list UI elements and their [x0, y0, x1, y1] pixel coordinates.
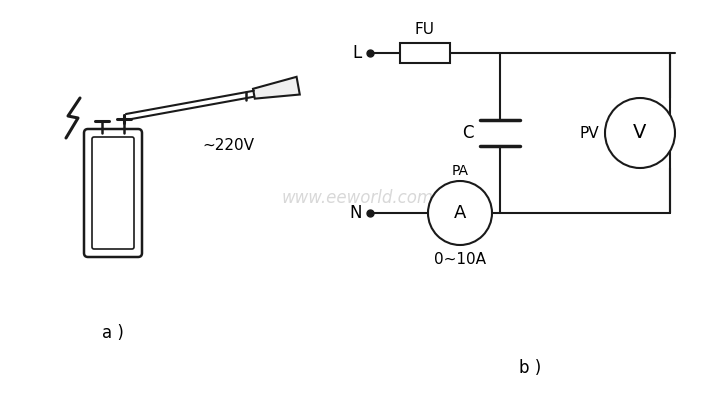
Circle shape	[428, 181, 492, 245]
Text: ~220V: ~220V	[202, 138, 254, 152]
FancyBboxPatch shape	[92, 137, 134, 249]
Text: 0~10A: 0~10A	[434, 252, 486, 266]
FancyBboxPatch shape	[84, 129, 142, 257]
Text: V: V	[633, 123, 647, 143]
Text: L: L	[353, 44, 362, 62]
Text: C: C	[462, 124, 474, 142]
Text: PA: PA	[452, 164, 468, 178]
Text: A: A	[454, 204, 466, 222]
Bar	[400, 43, 450, 63]
Text: b ): b )	[519, 359, 541, 377]
Polygon shape	[253, 77, 300, 99]
Circle shape	[605, 98, 675, 168]
Text: PV: PV	[579, 125, 599, 141]
Text: N: N	[349, 204, 362, 222]
Text: a ): a )	[102, 324, 124, 342]
Text: www.eeworld.com.cn: www.eeworld.com.cn	[282, 189, 458, 207]
Text: FU: FU	[415, 22, 435, 37]
